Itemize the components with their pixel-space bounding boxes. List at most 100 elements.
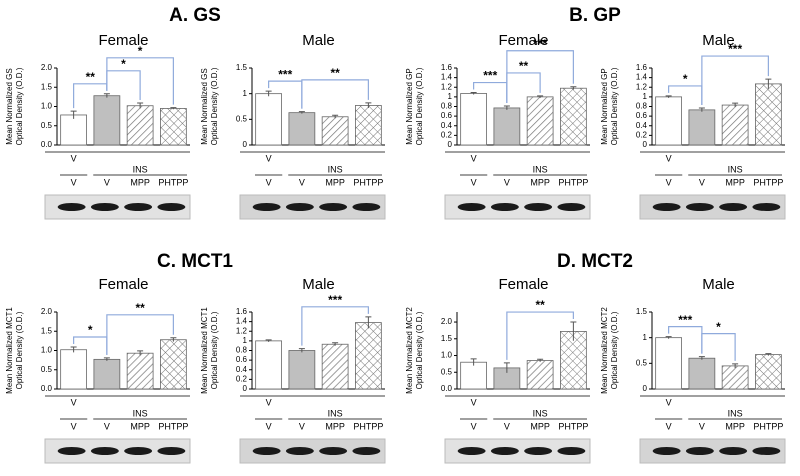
significance-bracket bbox=[106, 314, 174, 355]
category-label: V bbox=[299, 421, 305, 431]
y-tick-label: 0.0 bbox=[441, 384, 453, 393]
y-tick-label: 1 bbox=[243, 89, 248, 98]
error-bar bbox=[70, 346, 77, 353]
y-axis-label: Mean Normalized MCT1 bbox=[200, 307, 209, 394]
panel-title: B. GP bbox=[569, 5, 621, 26]
blot-band bbox=[252, 447, 281, 455]
blot-band bbox=[157, 447, 186, 455]
bar bbox=[688, 357, 716, 390]
y-tick-label: 1.2 bbox=[636, 82, 648, 91]
blot-band bbox=[685, 203, 714, 211]
error-bar bbox=[137, 102, 144, 109]
error-bar bbox=[698, 107, 705, 112]
group-label: V bbox=[666, 397, 672, 407]
category-label: V bbox=[471, 177, 477, 187]
category-label: V bbox=[699, 177, 705, 187]
category-label: V bbox=[266, 421, 272, 431]
error-bar bbox=[765, 78, 772, 89]
error-bar bbox=[365, 316, 372, 329]
significance-label: *** bbox=[483, 69, 497, 83]
blot-band bbox=[719, 203, 748, 211]
y-tick-label: 0.5 bbox=[636, 358, 648, 367]
y-tick-label: 0.4 bbox=[236, 365, 248, 374]
y-tick-label: 0 bbox=[243, 384, 248, 393]
significance-bracket bbox=[506, 311, 574, 360]
blot-band bbox=[352, 203, 381, 211]
significance-label: * bbox=[88, 323, 93, 337]
y-tick-label: 1.4 bbox=[236, 317, 248, 326]
y-tick-label: 2.0 bbox=[41, 307, 53, 316]
y-tick-label: 0.6 bbox=[441, 111, 453, 120]
bar bbox=[288, 350, 316, 390]
error-bar bbox=[332, 114, 339, 119]
bar bbox=[688, 109, 716, 146]
group-label: V bbox=[266, 153, 272, 163]
error-bar bbox=[665, 95, 672, 98]
y-tick-label: 0 bbox=[448, 140, 453, 149]
category-label: PHTPP bbox=[353, 421, 383, 431]
bar bbox=[255, 93, 282, 146]
blot-band bbox=[524, 203, 553, 211]
error-bar bbox=[732, 363, 739, 368]
y-tick-label: 0.5 bbox=[41, 121, 53, 130]
group-label: INS bbox=[328, 408, 343, 418]
bar bbox=[560, 331, 587, 390]
chart-title: Male bbox=[302, 32, 335, 49]
significance-label: * bbox=[683, 72, 688, 86]
y-tick-label: 0.5 bbox=[441, 367, 453, 376]
blot-band bbox=[57, 203, 86, 211]
group-label: V bbox=[71, 153, 77, 163]
category-label: PHTPP bbox=[558, 421, 588, 431]
group-label: V bbox=[71, 397, 77, 407]
blot-band bbox=[490, 447, 519, 455]
y-axis-label: Mean Normalized MCT1 bbox=[5, 307, 14, 394]
group-label: INS bbox=[133, 164, 148, 174]
category-label: MPP bbox=[725, 177, 745, 187]
y-tick-label: 1.4 bbox=[441, 73, 453, 82]
blot-band bbox=[285, 447, 314, 455]
y-tick-label: 1.5 bbox=[441, 334, 453, 343]
y-axis-label: Mean Normalized MCT2 bbox=[405, 307, 414, 394]
y-tick-label: 0 bbox=[243, 140, 248, 149]
y-tick-label: 2.0 bbox=[441, 317, 453, 326]
blot-band bbox=[319, 203, 348, 211]
chart-title: Male bbox=[302, 276, 335, 293]
error-bar bbox=[137, 350, 144, 356]
category-label: PHTPP bbox=[753, 177, 783, 187]
bar bbox=[321, 116, 349, 146]
significance-label: *** bbox=[728, 42, 742, 56]
y-tick-label: 1.5 bbox=[636, 307, 648, 316]
significance-bracket bbox=[106, 57, 174, 105]
y-tick-label: 1 bbox=[643, 92, 648, 101]
error-bar bbox=[365, 102, 372, 109]
significance-bracket bbox=[701, 55, 769, 105]
chart-title: Female bbox=[98, 32, 148, 49]
y-tick-label: 0.2 bbox=[636, 130, 648, 139]
bar bbox=[126, 352, 154, 390]
bar bbox=[160, 339, 187, 390]
blot-band bbox=[652, 447, 681, 455]
y-axis-label: Optical Density (O.D.) bbox=[210, 67, 219, 145]
bar bbox=[721, 365, 749, 390]
y-axis-label: Mean Normalized GS bbox=[5, 68, 14, 144]
blot-band bbox=[285, 203, 314, 211]
group-label: INS bbox=[533, 164, 548, 174]
category-label: MPP bbox=[130, 177, 150, 187]
significance-label: ** bbox=[135, 301, 145, 315]
y-tick-label: 1.5 bbox=[236, 63, 248, 72]
y-tick-label: 1.4 bbox=[636, 73, 648, 82]
y-tick-label: 1.0 bbox=[41, 346, 53, 355]
error-bar bbox=[698, 356, 705, 360]
bar bbox=[655, 337, 682, 390]
bar bbox=[126, 105, 154, 146]
significance-label: * bbox=[121, 57, 126, 71]
category-label: V bbox=[104, 421, 110, 431]
error-bar bbox=[503, 362, 510, 373]
blot-band bbox=[652, 203, 681, 211]
category-label: MPP bbox=[325, 421, 345, 431]
y-tick-label: 1.6 bbox=[236, 307, 248, 316]
chart-title: Female bbox=[498, 32, 548, 49]
category-label: V bbox=[666, 421, 672, 431]
bar bbox=[460, 93, 487, 146]
bar bbox=[721, 104, 749, 146]
